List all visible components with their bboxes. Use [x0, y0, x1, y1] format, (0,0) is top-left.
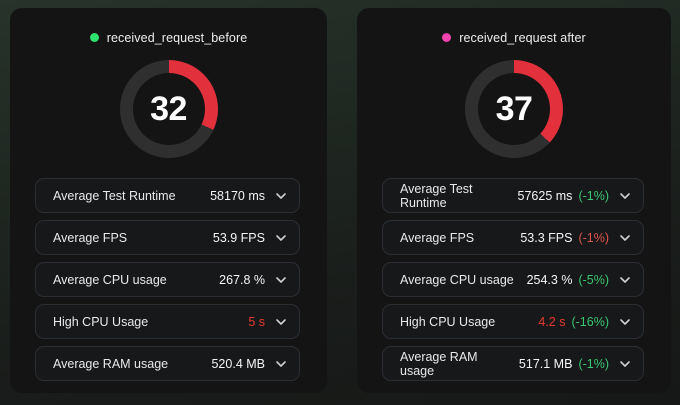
legend-dot-green	[89, 33, 99, 42]
chevron-down-icon[interactable]	[276, 234, 286, 241]
chevron-down-icon[interactable]	[276, 360, 286, 367]
legend-label: received_request_before	[106, 30, 248, 45]
metric-label: Average RAM usage	[53, 356, 169, 371]
metric-delta: (-16%)	[571, 314, 609, 329]
gauge-inner: 32	[132, 73, 205, 145]
chevron-down-icon[interactable]	[276, 318, 286, 325]
metric-label: Average Test Runtime	[400, 181, 473, 210]
chevron-down-icon[interactable]	[620, 360, 630, 367]
chevron-down-icon[interactable]	[620, 318, 630, 325]
gauge-wrap: 32	[10, 60, 327, 158]
metric-value: 53.9 FPS	[212, 230, 265, 245]
metric-label: High CPU Usage	[53, 314, 149, 329]
metric-value: 53.3 FPS	[520, 230, 573, 245]
metric-delta: (-5%)	[578, 272, 609, 287]
metric-label: Average Test Runtime	[53, 188, 176, 203]
metric-row-avg-cpu-usage[interactable]: Average CPU usage 254.3 % (-5%)	[382, 262, 644, 297]
chevron-down-icon[interactable]	[276, 276, 286, 283]
legend-label: received_request after	[459, 30, 586, 45]
metric-row-avg-fps[interactable]: Average FPS 53.3 FPS (-1%)	[382, 220, 644, 255]
metrics-list: Average Test Runtime 57625 ms (-1%) Aver…	[382, 178, 644, 381]
metric-delta: (-1%)	[578, 356, 609, 371]
metric-label: Average CPU usage	[400, 272, 514, 287]
chevron-down-icon[interactable]	[620, 234, 630, 241]
metric-label: Average FPS	[53, 230, 128, 245]
gauge-value: 37	[495, 89, 533, 128]
metric-value: 58170 ms	[210, 188, 265, 203]
legend-before: received_request_before	[10, 8, 327, 45]
metric-row-avg-ram-usage[interactable]: Average RAM usage 520.4 MB	[35, 346, 300, 381]
panel-before: received_request_before 32 Average Test …	[10, 8, 327, 393]
chevron-down-icon[interactable]	[620, 192, 630, 199]
metric-delta: (-1%)	[578, 188, 609, 203]
metric-row-avg-test-runtime[interactable]: Average Test Runtime 57625 ms (-1%)	[382, 178, 644, 213]
metric-row-avg-ram-usage[interactable]: Average RAM usage 517.1 MB (-1%)	[382, 346, 644, 381]
metric-row-high-cpu-usage[interactable]: High CPU Usage 4.2 s (-16%)	[382, 304, 644, 339]
metric-label: High CPU Usage	[400, 314, 496, 329]
metric-label: Average FPS	[400, 230, 475, 245]
gauge-inner: 37	[478, 73, 550, 145]
metric-row-high-cpu-usage[interactable]: High CPU Usage 5 s	[35, 304, 300, 339]
legend-after: received_request after	[357, 8, 671, 45]
metric-value: 254.3 %	[526, 272, 573, 287]
legend-dot-pink	[442, 33, 452, 42]
metric-value: 267.8 %	[219, 272, 265, 287]
metric-value: 5 s	[248, 314, 265, 329]
metric-value: 520.4 MB	[211, 356, 265, 371]
gauge-after: 37	[465, 60, 563, 158]
metric-row-avg-test-runtime[interactable]: Average Test Runtime 58170 ms	[35, 178, 300, 213]
metric-value: 517.1 MB	[518, 356, 573, 371]
gauge-wrap: 37	[357, 60, 671, 158]
gauge-value: 32	[150, 89, 187, 128]
comparison-dashboard: received_request_before 32 Average Test …	[10, 8, 671, 393]
metric-value: 4.2 s	[538, 314, 566, 329]
metrics-list: Average Test Runtime 58170 ms Average FP…	[35, 178, 300, 381]
metric-row-avg-fps[interactable]: Average FPS 53.9 FPS	[35, 220, 300, 255]
chevron-down-icon[interactable]	[276, 192, 286, 199]
panel-after: received_request after 37 Average Test R…	[357, 8, 671, 393]
metric-row-avg-cpu-usage[interactable]: Average CPU usage 267.8 %	[35, 262, 300, 297]
chevron-down-icon[interactable]	[620, 276, 630, 283]
metric-label: Average RAM usage	[400, 349, 478, 378]
metric-label: Average CPU usage	[53, 272, 167, 287]
gauge-before: 32	[119, 60, 218, 158]
metric-delta: (-1%)	[578, 230, 609, 245]
metric-value: 57625 ms	[517, 188, 573, 203]
